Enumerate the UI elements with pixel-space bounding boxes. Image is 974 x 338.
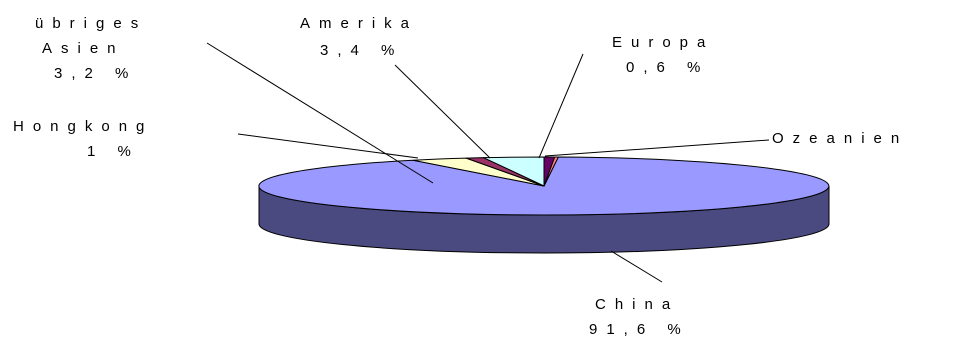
label-ozeanien-name: Ozeanien: [772, 130, 908, 147]
label-europa-value: 0,6 %: [626, 59, 709, 76]
label-europa-name: Europa: [612, 34, 714, 51]
label-uebriges-asien-name-line2: Asien: [42, 40, 125, 57]
leader-line-ozeanien: [544, 139, 770, 157]
label-hongkong-name: Hongkong: [13, 118, 153, 135]
label-amerika-value: 3,4 %: [320, 42, 403, 59]
leader-line-europa: [538, 53, 584, 159]
leader-line-amerika: [394, 64, 491, 159]
leader-line-hongkong: [237, 133, 419, 159]
label-hongkong-value: 1 %: [87, 143, 140, 160]
label-uebriges-asien-value: 3,2 %: [54, 65, 137, 82]
leader-lines: [206, 42, 770, 283]
label-uebriges-asien-name-line1: übriges: [35, 15, 147, 32]
slice-ozeanien: [543, 156, 560, 187]
label-china-value: 91,6 %: [589, 321, 690, 338]
label-amerika-name: Amerika: [300, 15, 418, 32]
leader-line-china: [610, 250, 663, 283]
leader-line-uebriges-asien: [206, 42, 434, 184]
label-china-name: China: [595, 296, 679, 313]
